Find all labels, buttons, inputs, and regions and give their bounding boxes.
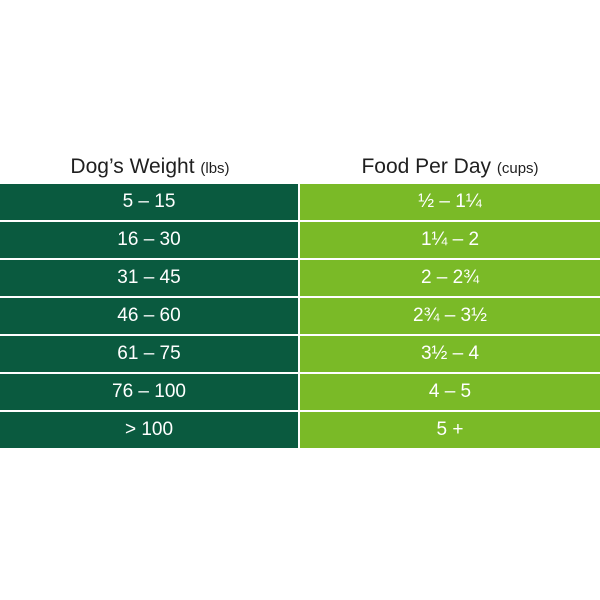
table-row: 5 – 15 ½ – 1¼ [0,184,600,220]
feeding-table: Dog’s Weight (lbs) Food Per Day (cups) 5… [0,150,600,450]
header-food-per-day-label: Food Per Day [361,155,492,178]
weight-cell: 76 – 100 [0,374,298,410]
table-row: 76 – 100 4 – 5 [0,374,600,410]
table-row: 61 – 75 3½ – 4 [0,336,600,372]
food-cell: 4 – 5 [300,374,600,410]
food-cell: 2 – 2¾ [300,260,600,296]
header-dogs-weight: Dog’s Weight (lbs) [0,150,300,184]
table-row: 46 – 60 2¾ – 3½ [0,298,600,334]
weight-cell: 46 – 60 [0,298,298,334]
food-cell: ½ – 1¼ [300,184,600,220]
weight-cell: > 100 [0,412,298,448]
weight-cell: 5 – 15 [0,184,298,220]
weight-cell: 31 – 45 [0,260,298,296]
food-cell: 2¾ – 3½ [300,298,600,334]
weight-cell: 16 – 30 [0,222,298,258]
table-header: Dog’s Weight (lbs) Food Per Day (cups) [0,150,600,184]
header-food-per-day-unit: (cups) [496,160,539,177]
header-food-per-day: Food Per Day (cups) [300,150,600,184]
table-row: 16 – 30 1¼ – 2 [0,222,600,258]
table-row: > 100 5 + [0,412,600,448]
food-cell: 1¼ – 2 [300,222,600,258]
weight-cell: 61 – 75 [0,336,298,372]
food-cell: 5 + [300,412,600,448]
food-cell: 3½ – 4 [300,336,600,372]
header-dogs-weight-label: Dog’s Weight [70,155,195,178]
header-dogs-weight-unit: (lbs) [200,160,230,177]
table-row: 31 – 45 2 – 2¾ [0,260,600,296]
